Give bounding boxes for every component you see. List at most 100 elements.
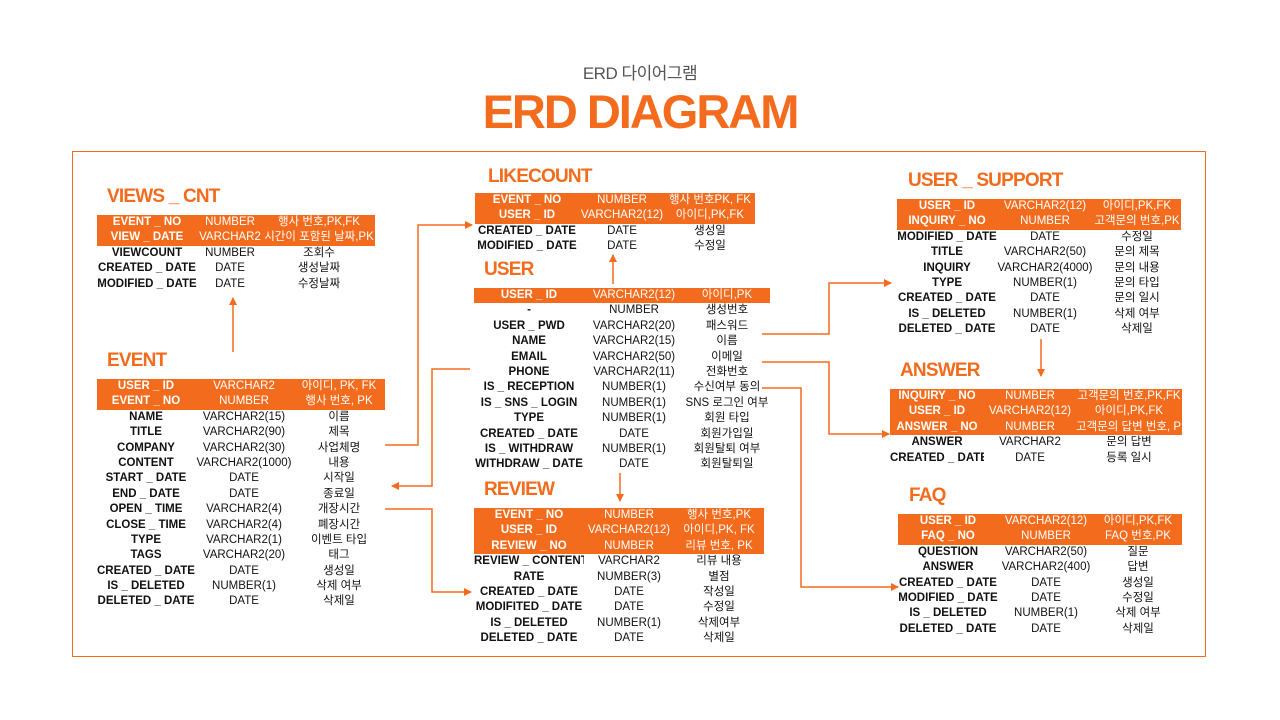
column-description-cell: 제목 xyxy=(328,426,350,439)
column-type-cell: NUMBER(1) xyxy=(1013,276,1077,289)
table-row: START _ DATE DATE 시작일 xyxy=(97,471,385,486)
table-row: TAGS VARCHAR2(20) 태그 xyxy=(97,548,385,563)
column-name-cell: CREATED _ DATE xyxy=(898,292,996,305)
table-title-review: REVIEW xyxy=(484,479,555,500)
column-name-cell: REVIEW _ NO xyxy=(491,539,567,552)
column-description-cell: 삭제여부 xyxy=(697,616,741,629)
column-type-cell: DATE xyxy=(229,487,259,500)
column-description-cell: 문의 제목 xyxy=(1114,246,1160,259)
column-type-cell: NUMBER xyxy=(597,194,647,206)
column-type-cell: NUMBER xyxy=(205,216,255,228)
column-description-cell: 고객문의 번호,PK,FK xyxy=(1077,390,1181,402)
column-type-cell: VARCHAR2(20) xyxy=(592,319,676,332)
column-description-cell: 수정일 xyxy=(703,601,735,614)
column-type-cell: NUMBER(1) xyxy=(602,381,666,394)
column-description-cell: 조회수 xyxy=(303,246,335,259)
column-name-cell: TITLE xyxy=(130,426,162,439)
column-description-cell: 회원 타입 xyxy=(704,412,750,425)
column-type-cell: DATE xyxy=(1031,622,1061,635)
key-row: INQUIRY _ NO NUMBER 고객문의 번호,PK xyxy=(897,214,1181,230)
table-title-answer: ANSWER xyxy=(900,360,980,381)
table-row: CREATED _ DATE DATE 작성일 xyxy=(474,585,764,600)
column-description-cell: 질문 xyxy=(1127,545,1149,558)
column-description-cell: SNS 로그인 여부 xyxy=(685,396,769,409)
column-description-cell: FAQ 번호,PK xyxy=(1105,530,1171,543)
column-type-cell: NUMBER xyxy=(604,539,654,552)
table-title-user: USER xyxy=(484,259,534,280)
column-description-cell: 사업체명 xyxy=(317,441,361,454)
table-row: QUESTION VARCHAR2(50) 질문 xyxy=(898,545,1182,560)
column-type-cell: VARCHAR2(4) xyxy=(206,518,282,531)
column-description-cell: 내용 xyxy=(328,456,350,469)
column-name-cell: TYPE xyxy=(513,412,545,425)
table-row: NAME VARCHAR2(15) 이름 xyxy=(97,410,385,425)
key-row: USER _ ID VARCHAR2(12) 아이디,PK, FK xyxy=(474,523,764,539)
column-description-cell: 종료일 xyxy=(323,487,355,500)
column-name-cell: CREATED _ DATE xyxy=(478,224,576,237)
column-description-cell: 리뷰 번호, PK xyxy=(685,539,753,552)
column-name-cell: MODIFIED _ DATE xyxy=(898,591,998,604)
table-user-support: USER _ ID VARCHAR2(12) 아이디,PK,FK INQUIRY _ … xyxy=(897,199,1181,338)
column-type-cell: DATE xyxy=(1031,576,1061,589)
column-description-cell: 행사 번호,PK xyxy=(686,509,752,521)
column-type-cell: DATE xyxy=(215,262,245,275)
column-name-cell: EVENT _ NO xyxy=(112,216,182,228)
table-title-event: EVENT xyxy=(107,350,167,371)
table-row: MODIFIED _ DATE DATE 수정일 xyxy=(475,239,755,254)
column-type-cell: VARCHAR2 xyxy=(999,436,1061,449)
column-type-cell: DATE xyxy=(229,472,259,485)
column-type-cell: NUMBER xyxy=(1020,215,1070,228)
column-name-cell: WITHDRAW _ DATE xyxy=(475,458,583,471)
column-description-cell: 문의 내용 xyxy=(1114,261,1160,274)
column-name-cell: IS _ DELETED xyxy=(908,307,986,320)
column-name-cell: INQUIRY _ NO xyxy=(898,390,976,402)
column-name-cell: CONTENT xyxy=(118,456,174,469)
table-row: COMPANY VARCHAR2(30) 사업체명 xyxy=(97,441,385,456)
column-name-cell: USER _ ID xyxy=(500,524,558,537)
column-description-cell: 이메일 xyxy=(711,350,743,363)
column-name-cell: EVENT _ NO xyxy=(492,194,562,206)
table-answer: INQUIRY _ NO NUMBER 고객문의 번호,PK,FK USER _ ID… xyxy=(890,389,1182,466)
column-type-cell: DATE xyxy=(215,277,245,290)
column-description-cell: 등록 일시 xyxy=(1106,451,1152,464)
table-row: MODIFITED _ DATE DATE 수정일 xyxy=(474,600,764,615)
column-description-cell: 회원탈퇴일 xyxy=(700,458,754,471)
column-name-cell: VIEWCOUNT xyxy=(111,246,183,259)
table-row: ANSWER VARCHAR2(400) 답변 xyxy=(898,560,1182,575)
column-name-cell: OPEN _ TIME xyxy=(109,503,183,516)
key-row: USER _ ID VARCHAR2(12) 아이디,PK,FK xyxy=(898,514,1182,530)
column-description-cell: 생성일 xyxy=(323,564,355,577)
table-title-faq: FAQ xyxy=(909,485,946,506)
column-type-cell: VARCHAR2(12) xyxy=(988,405,1072,418)
column-description-cell: 문의 타입 xyxy=(1114,276,1160,289)
column-type-cell: VARCHAR2(4) xyxy=(206,503,282,516)
column-type-cell: VARCHAR2(30) xyxy=(202,441,286,454)
table-row: IS _ WITHDRAW NUMBER(1) 회원탈퇴 여부 xyxy=(474,442,770,457)
column-type-cell: VARCHAR2(50) xyxy=(592,350,676,363)
column-name-cell: ANSWER xyxy=(911,436,963,449)
key-row: EVENT _ NO NUMBER 행사 번호,PK xyxy=(474,508,764,524)
column-type-cell: VARCHAR2(90) xyxy=(202,426,286,439)
column-description-cell: 삭제일 xyxy=(323,595,355,608)
column-name-cell: QUESTION xyxy=(917,545,979,558)
table-title-likecount: LIKECOUNT xyxy=(488,166,592,187)
table-row: CREATED _ DATE DATE 생성일 xyxy=(475,224,755,239)
column-name-cell: INQUIRY xyxy=(923,261,971,274)
column-description-cell: 이벤트 타입 xyxy=(310,533,368,546)
column-type-cell: NUMBER(1) xyxy=(1013,307,1077,320)
column-name-cell: CREATED _ DATE xyxy=(97,564,195,577)
column-description-cell: 삭제일 xyxy=(703,632,735,645)
column-name-cell: EMAIL xyxy=(511,350,547,363)
key-row: EVENT _ NO NUMBER 행사 번호PK, FK xyxy=(475,193,755,209)
table-row: MODIFIED _ DATE DATE 수정날짜 xyxy=(97,277,375,292)
column-type-cell: DATE xyxy=(1030,230,1060,243)
table-row: VIEWCOUNT NUMBER 조회수 xyxy=(97,246,375,261)
column-name-cell: MODIFIED _ DATE xyxy=(477,240,577,253)
table-views-cnt: EVENT _ NO NUMBER 행사 번호,PK,FK VIEW _ DATE VA… xyxy=(97,215,375,292)
column-description-cell: 행사 번호, PK xyxy=(305,395,373,408)
column-type-cell: VARCHAR2 xyxy=(213,380,275,392)
column-description-cell: 생성날짜 xyxy=(297,262,341,275)
table-row: CLOSE _ TIME VARCHAR2(4) 폐장시간 xyxy=(97,518,385,533)
column-description-cell: 회원가입일 xyxy=(700,427,754,440)
table-row: IS _ DELETED NUMBER(1) 삭제여부 xyxy=(474,616,764,631)
